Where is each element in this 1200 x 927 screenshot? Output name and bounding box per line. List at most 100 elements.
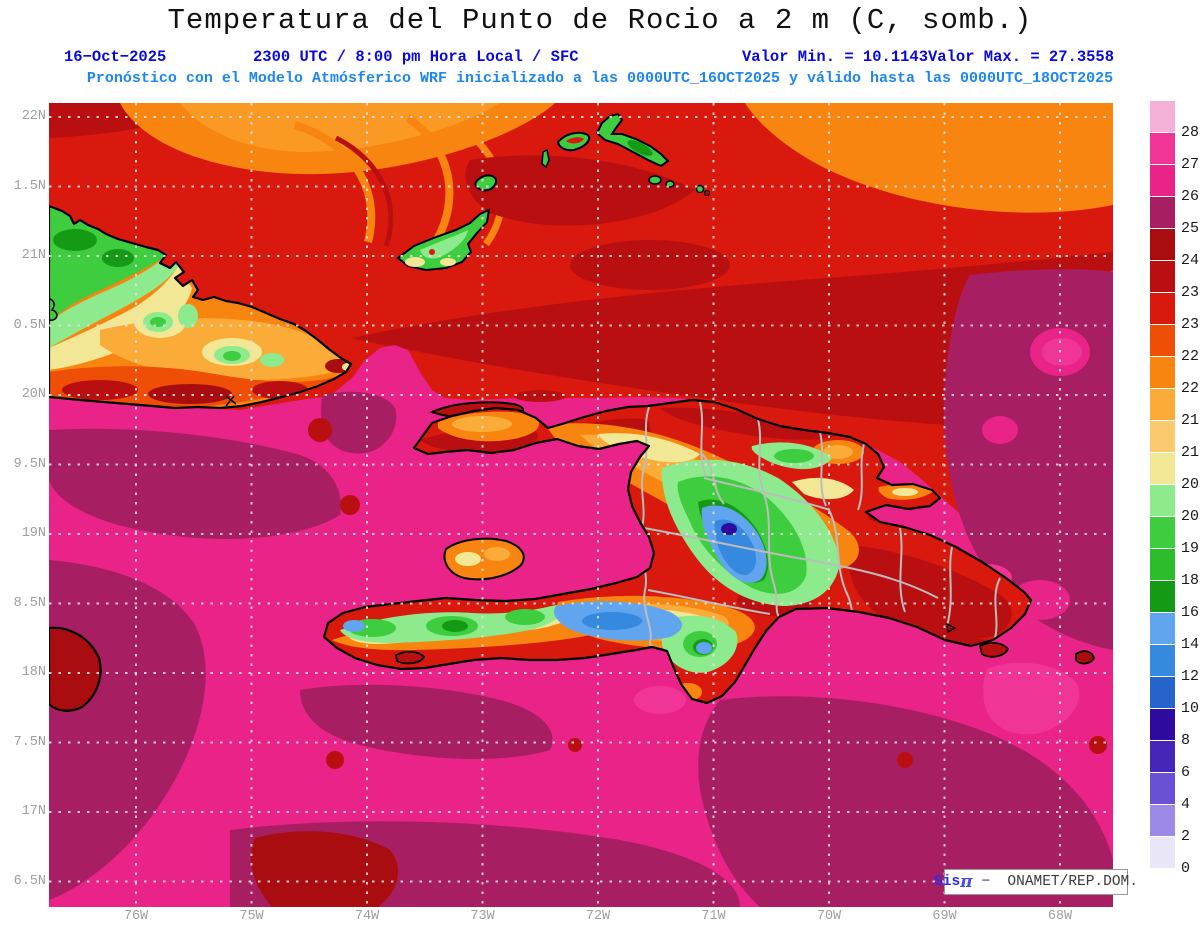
sea-streak bbox=[514, 390, 566, 402]
colorbar-segment bbox=[1150, 261, 1175, 292]
colorbar-segment bbox=[1150, 613, 1175, 644]
lat-axis-label: 20N bbox=[21, 387, 46, 402]
branding-separator: − bbox=[981, 874, 991, 890]
lon-axis-label: 71W bbox=[701, 909, 726, 924]
colorbar-label: 14 bbox=[1181, 636, 1200, 653]
colorbar-segment bbox=[1150, 485, 1175, 516]
pi-symbol: π bbox=[960, 871, 973, 892]
colorbar-segment bbox=[1150, 197, 1175, 228]
lon-axis-label: 76W bbox=[123, 909, 149, 924]
saona-island bbox=[978, 642, 1010, 658]
colorbar-label: 25 bbox=[1181, 220, 1200, 237]
graticule bbox=[49, 103, 1113, 907]
colorbar-segment bbox=[1150, 421, 1175, 452]
colorbar-label: 4 bbox=[1181, 796, 1191, 813]
colorbar-label: 22 bbox=[1181, 380, 1200, 397]
colorbar-label: 27 bbox=[1181, 156, 1200, 173]
colorbar-label: 23.5 bbox=[1181, 284, 1200, 301]
colorbar-segment bbox=[1150, 741, 1175, 772]
jamaica-coast bbox=[49, 626, 102, 712]
lat-axis-label: 18N bbox=[21, 665, 46, 680]
colorbar-segment bbox=[1150, 133, 1175, 164]
small-islands bbox=[395, 622, 1095, 665]
colorbar-segment bbox=[1150, 869, 1175, 900]
beata-island bbox=[946, 622, 957, 634]
lon-axis-label: 72W bbox=[585, 909, 611, 924]
lat-axis-label: 21N bbox=[21, 248, 46, 263]
lat-axis-label: 6.5N bbox=[13, 873, 46, 889]
lat-axis-label: 19N bbox=[21, 526, 46, 541]
colorbar-segment bbox=[1150, 805, 1175, 836]
lat-axis-label: 8.5N bbox=[13, 595, 46, 611]
lat-axis-label: 9.5N bbox=[13, 456, 46, 472]
colorbar-label: 21.5 bbox=[1181, 412, 1200, 429]
sea-shading-south bbox=[49, 269, 1113, 907]
colorbar-label: 10 bbox=[1181, 700, 1200, 717]
colorbar-label: 16 bbox=[1181, 604, 1200, 621]
max-value-label: Valor Max. = 27.3558 bbox=[928, 48, 1115, 66]
colorbar-label: 12 bbox=[1181, 668, 1200, 685]
cuba-landmass bbox=[49, 204, 353, 410]
sea-shading-north bbox=[49, 103, 1113, 431]
colorbar-segment bbox=[1150, 325, 1175, 356]
colorbar-segment bbox=[1150, 773, 1175, 804]
colorbar-label: 19 bbox=[1181, 540, 1200, 557]
colorbar-label: 18 bbox=[1181, 572, 1200, 589]
colorbar-label: 20.5 bbox=[1181, 476, 1200, 493]
ile-a-vache-island bbox=[395, 650, 426, 665]
colorbar-label: 24.5 bbox=[1181, 252, 1200, 269]
colorbar-segment bbox=[1150, 165, 1175, 196]
lon-axis-label: 69W bbox=[932, 909, 957, 924]
colorbar-segment bbox=[1150, 293, 1175, 324]
mona-island bbox=[1075, 650, 1095, 665]
colorbar-label: 26 bbox=[1181, 188, 1200, 205]
lat-axis-label: 22N bbox=[21, 109, 46, 124]
colorbar-segment bbox=[1150, 357, 1175, 388]
colorbar-segment bbox=[1150, 229, 1175, 260]
cuba-bay-outline bbox=[49, 297, 58, 322]
colorbar-label: 6 bbox=[1181, 764, 1191, 781]
lat-axis-label: 17N bbox=[21, 804, 46, 819]
gonave-island bbox=[443, 537, 525, 581]
colorbar-segment bbox=[1150, 581, 1175, 612]
colorbar-segment bbox=[1150, 517, 1175, 548]
colorbar-label: 8 bbox=[1181, 732, 1191, 749]
lon-axis-label: 74W bbox=[354, 909, 380, 924]
branding-org: ONAMET/REP.DOM. bbox=[1007, 874, 1138, 890]
forecast-time: 2300 UTC / 8:00 pm Hora Local / SFC bbox=[253, 48, 579, 66]
colorbar-segment bbox=[1150, 709, 1175, 740]
min-value-label: Valor Min. = 10.1143 bbox=[742, 48, 929, 66]
header-info-line: 16−Oct−2025 2300 UTC / 8:00 pm Hora Loca… bbox=[0, 48, 1200, 68]
branding-box: Sis π − ONAMET/REP.DOM. bbox=[934, 869, 1138, 895]
colorbar-label: 20 bbox=[1181, 508, 1200, 525]
branding-sis: Sis bbox=[934, 874, 961, 890]
lat-axis-label: 7.5N bbox=[13, 734, 46, 750]
colorbar-label: 28 bbox=[1181, 124, 1200, 141]
colorbar-label: 2 bbox=[1181, 828, 1191, 845]
colorbar-segment bbox=[1150, 677, 1175, 708]
colorbar-segment bbox=[1150, 549, 1175, 580]
colorbar-segment bbox=[1150, 453, 1175, 484]
colorbar-label: 21 bbox=[1181, 444, 1200, 461]
forecast-date: 16−Oct−2025 bbox=[64, 48, 167, 66]
colorbar-segment bbox=[1150, 389, 1175, 420]
lon-axis-label: 75W bbox=[239, 909, 264, 924]
lat-axis-label: 1.5N bbox=[13, 178, 46, 194]
colorbar-segment bbox=[1150, 101, 1175, 132]
lon-axis-label: 70W bbox=[816, 909, 842, 924]
bahamas-islands bbox=[396, 112, 711, 272]
colorbar-label: 23 bbox=[1181, 316, 1200, 333]
lon-axis-label: 73W bbox=[470, 909, 495, 924]
page-title: Temperatura del Punto de Rocio a 2 m (C,… bbox=[167, 4, 1033, 37]
model-init-line: Pronóstico con el Modelo Atmósferico WRF… bbox=[86, 70, 1114, 87]
lon-axis-label: 68W bbox=[1047, 909, 1073, 924]
lat-axis-label: 0.5N bbox=[13, 317, 46, 333]
little-inagua-island bbox=[474, 174, 498, 192]
coast-detail-mark bbox=[225, 395, 237, 407]
colorbar-segment bbox=[1150, 645, 1175, 676]
colorbar-label: 0 bbox=[1181, 860, 1191, 877]
colorbar-label: 22.5 bbox=[1181, 348, 1200, 365]
colorbar-segment bbox=[1150, 837, 1175, 868]
